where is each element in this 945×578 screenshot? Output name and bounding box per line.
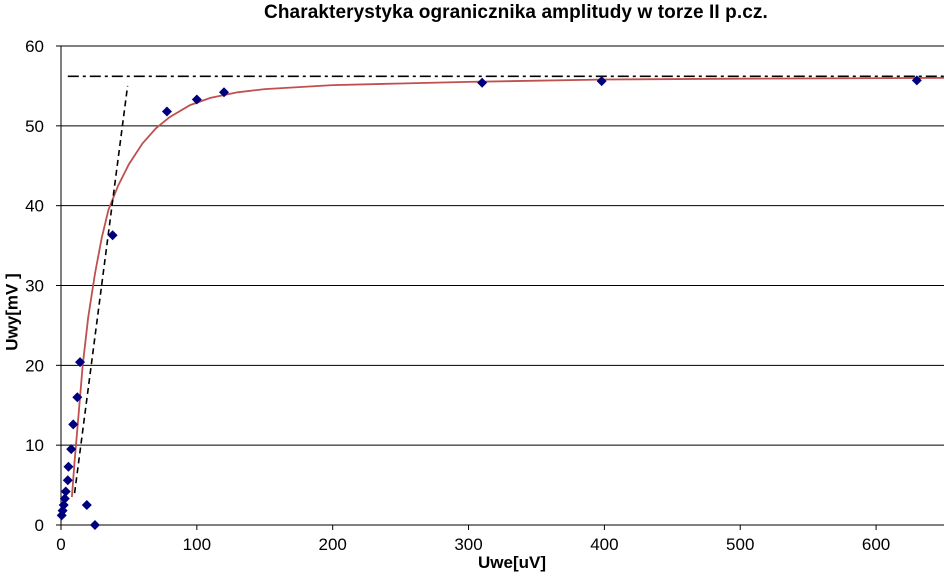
y-tick-label: 0	[35, 516, 44, 535]
x-tick-label: 600	[862, 535, 890, 554]
y-tick-label: 30	[25, 277, 44, 296]
data-point	[911, 75, 922, 86]
x-tick-label: 200	[319, 535, 347, 554]
data-point	[56, 510, 67, 521]
data-point	[596, 76, 607, 87]
x-tick-label: 100	[183, 535, 211, 554]
gridlines	[61, 45, 944, 446]
x-axis-label: Uwe[uV]	[478, 553, 546, 572]
x-tick-label: 500	[726, 535, 754, 554]
data-point	[191, 94, 202, 105]
data-point	[66, 444, 77, 455]
data-point	[107, 230, 118, 241]
axes	[56, 45, 944, 530]
y-tick-label: 10	[25, 436, 44, 455]
data-point	[62, 475, 73, 486]
data-point	[60, 486, 71, 497]
data-point	[63, 461, 74, 472]
data-point	[81, 500, 92, 511]
lines	[67, 75, 945, 498]
x-tick-label: 0	[56, 535, 65, 554]
data-point	[219, 87, 230, 98]
data-points	[56, 75, 922, 530]
x-tick-label: 400	[590, 535, 618, 554]
data-point	[75, 357, 86, 368]
data-point	[68, 419, 79, 430]
data-point	[59, 493, 70, 504]
data-point	[58, 500, 69, 511]
data-point	[72, 392, 83, 403]
y-tick-label: 60	[25, 37, 44, 56]
data-point	[89, 520, 100, 530]
y-tick-label: 40	[25, 197, 44, 216]
data-point	[57, 505, 68, 516]
data-point	[161, 106, 172, 117]
chart-title: Charakterystyka ogranicznika amplitudy w…	[264, 2, 768, 23]
y-tick-label: 20	[25, 356, 44, 375]
x-tick-label: 300	[454, 535, 482, 554]
y-axis-label: Uwy[mV ]	[2, 273, 22, 351]
data-point	[477, 77, 488, 88]
y-tick-label: 50	[25, 117, 44, 136]
linear-guide-line	[73, 85, 129, 494]
trend-line	[71, 77, 945, 498]
